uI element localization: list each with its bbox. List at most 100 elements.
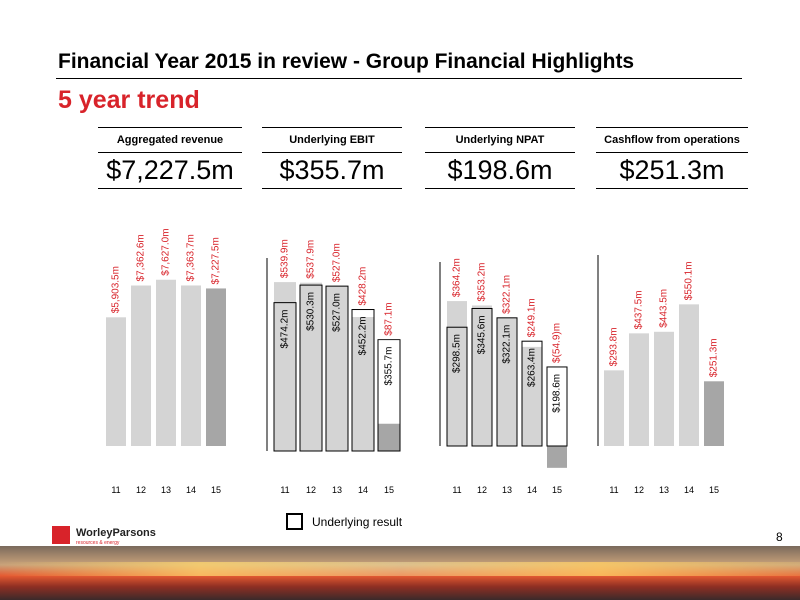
- legend-underlying-swatch: [286, 513, 303, 530]
- chart-2-tick-15: 15: [552, 485, 562, 495]
- chart-2-tick-13: 13: [502, 485, 512, 495]
- chart-3-tick-14: 14: [684, 485, 694, 495]
- chart-1-reported-bar-14: [352, 317, 374, 451]
- chart-1-tick-11: 11: [280, 485, 289, 495]
- panel-heading-npat: Underlying NPAT: [425, 127, 575, 153]
- chart-1-reported-bar-13: [326, 286, 348, 451]
- chart-2-tick-12: 12: [477, 485, 487, 495]
- chart-0-tick-13: 13: [161, 485, 171, 495]
- chart-1-tick-15: 15: [384, 485, 394, 495]
- chart-1-reported-bar-11: [274, 282, 296, 451]
- chart-3-bar-13: [654, 331, 674, 446]
- chart-0-bar-label-11: $5,903.5m: [111, 266, 122, 313]
- chart-3-bar-label-14: $550.1m: [684, 261, 695, 300]
- panel-value-ebit: $355.7m: [262, 152, 402, 189]
- chart-2-underlying-bar-12: [471, 307, 493, 447]
- chart-1-tick-12: 12: [306, 485, 316, 495]
- chart-2-underlying-fill-15: [547, 367, 567, 446]
- chart-1-reported-label-15: $87.1m: [384, 302, 395, 335]
- chart-3-bar-label-11: $293.8m: [609, 327, 620, 366]
- chart-1-underlying-bar-15: [377, 339, 401, 452]
- chart-0-bar-11: [106, 317, 126, 446]
- chart-1-underlying-fill-15: [378, 340, 400, 424]
- logo-wordmark: WorleyParsons: [76, 527, 156, 539]
- chart-3-bar-label-13: $443.5m: [659, 289, 670, 328]
- panel-heading-cashflow: Cashflow from operations: [596, 127, 748, 153]
- chart-1-underlying-bar-13: [325, 285, 349, 452]
- chart-2-underlying-bar-14: [521, 340, 543, 447]
- panel-value-npat: $198.6m: [425, 152, 575, 189]
- chart-2-underlying-label-11: $298.5m: [452, 334, 463, 373]
- chart-1-underlying-bar-14: [351, 309, 375, 452]
- chart-3-bar-12: [629, 333, 649, 446]
- footer-photo-glow: [0, 562, 800, 576]
- chart-2-reported-label-12: $353.2m: [477, 263, 488, 302]
- chart-3-tick-13: 13: [659, 485, 669, 495]
- chart-0-bar-13: [156, 279, 176, 446]
- chart-1-reported-label-13: $527.0m: [332, 243, 343, 282]
- chart-3-bar-label-12: $437.5m: [634, 290, 645, 329]
- chart-1-reported-bar-12: [300, 282, 322, 451]
- chart-2-reported-bar-15: [547, 446, 567, 468]
- chart-2-reported-label-14: $249.1m: [527, 298, 538, 337]
- chart-0-bar-label-14: $7,363.7m: [186, 234, 197, 281]
- chart-2-underlying-label-14: $263.4m: [527, 348, 538, 387]
- page-subtitle: 5 year trend: [58, 86, 200, 114]
- chart-0-bar-label-15: $7,227.5m: [211, 237, 222, 284]
- chart-3-tick-12: 12: [634, 485, 644, 495]
- chart-2-reported-bar-13: [497, 317, 517, 446]
- chart-0-bar-label-13: $7,627.0m: [161, 228, 172, 275]
- chart-1-tick-14: 14: [358, 485, 368, 495]
- chart-0-bar-12: [131, 285, 151, 446]
- chart-0-tick-15: 15: [211, 485, 221, 495]
- chart-1-underlying-label-15: $355.7m: [384, 347, 395, 386]
- logo-tagline: resources & energy: [76, 540, 120, 546]
- chart-1-underlying-label-12: $530.3m: [306, 292, 317, 331]
- legend-underlying-label: Underlying result: [312, 515, 403, 529]
- panel-heading-revenue: Aggregated revenue: [98, 127, 242, 153]
- chart-3-tick-15: 15: [709, 485, 719, 495]
- chart-1-underlying-bar-11: [273, 302, 297, 452]
- panel-heading-ebit: Underlying EBIT: [262, 127, 402, 153]
- chart-2-reported-label-11: $364.2m: [452, 258, 463, 297]
- chart-1-underlying-bar-12: [299, 284, 323, 452]
- chart-2-reported-label-13: $322.1m: [502, 275, 513, 314]
- page-title: Financial Year 2015 in review - Group Fi…: [58, 50, 635, 73]
- chart-2-reported-label-15: $(54.9)m: [552, 323, 563, 363]
- chart-2-underlying-bar-15: [546, 366, 568, 447]
- chart-1-tick-13: 13: [332, 485, 342, 495]
- logo-mark-icon: [52, 526, 70, 544]
- chart-0-tick-11: 11: [111, 485, 120, 495]
- chart-0-bar-15: [206, 288, 226, 446]
- chart-0-bar-14: [181, 285, 201, 446]
- chart-2-tick-11: 11: [452, 485, 461, 495]
- chart-1-reported-label-14: $428.2m: [358, 267, 369, 306]
- title-divider: [56, 78, 742, 79]
- panel-value-revenue: $7,227.5m: [98, 152, 242, 189]
- chart-2-underlying-label-15: $198.6m: [552, 374, 563, 413]
- chart-2-reported-bar-11: [447, 301, 467, 446]
- chart-2-underlying-bar-11: [446, 326, 468, 447]
- chart-3-bar-11: [604, 370, 624, 446]
- chart-2-tick-14: 14: [527, 485, 537, 495]
- chart-0-bar-label-12: $7,362.6m: [136, 234, 147, 281]
- chart-2-reported-bar-12: [472, 305, 492, 446]
- chart-2-underlying-bar-13: [496, 317, 518, 447]
- chart-3-bar-14: [679, 304, 699, 446]
- chart-1-underlying-label-13: $527.0m: [332, 293, 343, 332]
- worleyparsons-logo: WorleyParsons resources & energy: [52, 526, 176, 548]
- panel-value-cashflow: $251.3m: [596, 152, 748, 189]
- chart-3-bar-label-15: $251.3m: [709, 338, 720, 377]
- chart-1-underlying-label-14: $452.2m: [358, 316, 369, 355]
- chart-3-tick-11: 11: [609, 485, 618, 495]
- page-number: 8: [776, 530, 783, 544]
- chart-2-underlying-label-13: $322.1m: [502, 325, 513, 364]
- chart-2-reported-bar-14: [522, 346, 542, 446]
- chart-1-reported-label-11: $539.9m: [280, 239, 291, 278]
- chart-2-underlying-label-12: $345.6m: [477, 315, 488, 354]
- chart-0-tick-12: 12: [136, 485, 146, 495]
- chart-1-reported-label-12: $537.9m: [306, 240, 317, 279]
- chart-1-reported-bar-15: [378, 423, 400, 451]
- chart-1-underlying-label-11: $474.2m: [280, 310, 291, 349]
